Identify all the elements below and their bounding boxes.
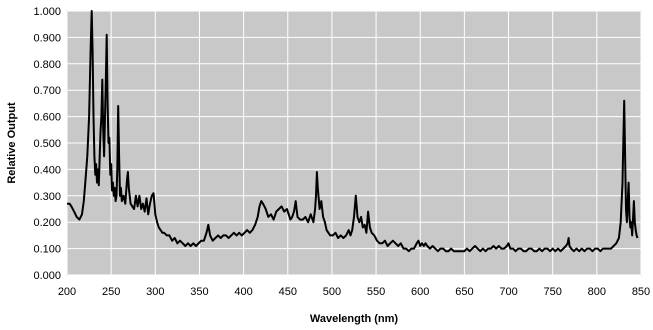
y-tick-label: 0.700 xyxy=(33,85,61,97)
x-tick-label: 200 xyxy=(58,286,76,298)
grid-lines xyxy=(66,10,642,276)
y-tick-label: 0.300 xyxy=(33,191,61,203)
x-tick-labels: 200 250 300 350 400 450 500 550 600 650 700 750 800 8… xyxy=(58,286,650,298)
x-tick-label: 500 xyxy=(323,286,341,298)
x-tick-label: 850 xyxy=(632,286,650,298)
y-tick-label: 0.100 xyxy=(33,244,61,256)
x-tick-label: 300 xyxy=(146,286,164,298)
x-tick-label: 250 xyxy=(102,286,120,298)
x-tick-label: 450 xyxy=(279,286,297,298)
x-tick-label: 400 xyxy=(234,286,252,298)
y-tick-label: 0.800 xyxy=(33,59,61,71)
y-tick-label: 0.900 xyxy=(33,32,61,44)
y-axis-label: Relative Output xyxy=(6,102,18,184)
y-tick-label: 0.600 xyxy=(33,112,61,124)
series-line xyxy=(67,10,639,253)
x-tick-label: 650 xyxy=(455,286,473,298)
x-axis-label: Wavelength (nm) xyxy=(310,313,399,325)
y-tick-label: 0.500 xyxy=(33,138,61,150)
y-tick-labels: 0.000 0.100 0.200 0.300 0.400 0.500 0.600 0.700… xyxy=(33,6,61,282)
x-tick-label: 750 xyxy=(544,286,562,298)
y-tick-label: 0.400 xyxy=(33,164,61,176)
x-tick-label: 800 xyxy=(588,286,606,298)
x-tick-label: 700 xyxy=(499,286,517,298)
x-tick-label: 600 xyxy=(411,286,429,298)
y-tick-label: 1.000 xyxy=(33,6,61,18)
y-tick-label: 0.000 xyxy=(33,270,61,282)
x-tick-label: 550 xyxy=(367,286,385,298)
y-tick-label: 0.200 xyxy=(33,217,61,229)
x-tick-label: 350 xyxy=(190,286,208,298)
